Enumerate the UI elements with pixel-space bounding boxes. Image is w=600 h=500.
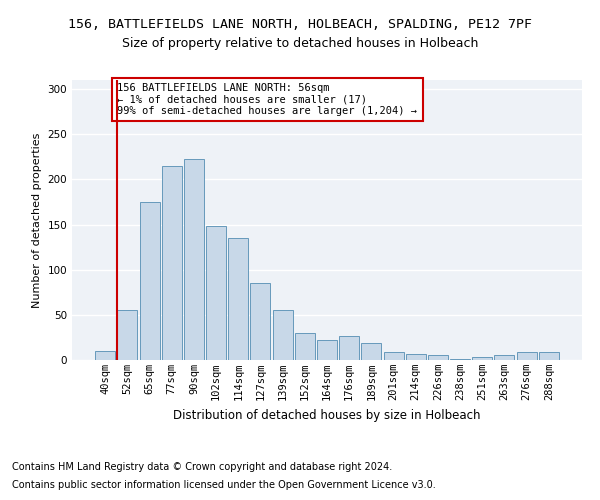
Bar <box>184 160 204 360</box>
Bar <box>272 310 293 360</box>
Bar <box>539 352 559 360</box>
Bar <box>383 352 404 360</box>
Text: Contains HM Land Registry data © Crown copyright and database right 2024.: Contains HM Land Registry data © Crown c… <box>12 462 392 472</box>
Bar <box>472 358 492 360</box>
Bar <box>228 238 248 360</box>
Bar <box>428 354 448 360</box>
Bar <box>140 202 160 360</box>
Bar <box>162 166 182 360</box>
Bar <box>317 340 337 360</box>
Bar <box>517 352 536 360</box>
Bar <box>206 226 226 360</box>
Text: 156, BATTLEFIELDS LANE NORTH, HOLBEACH, SPALDING, PE12 7PF: 156, BATTLEFIELDS LANE NORTH, HOLBEACH, … <box>68 18 532 30</box>
Bar <box>95 351 115 360</box>
Bar <box>295 333 315 360</box>
Text: Size of property relative to detached houses in Holbeach: Size of property relative to detached ho… <box>122 38 478 51</box>
Bar <box>361 343 382 360</box>
Bar <box>494 356 514 360</box>
Text: Contains public sector information licensed under the Open Government Licence v3: Contains public sector information licen… <box>12 480 436 490</box>
Text: 156 BATTLEFIELDS LANE NORTH: 56sqm
← 1% of detached houses are smaller (17)
99% : 156 BATTLEFIELDS LANE NORTH: 56sqm ← 1% … <box>118 83 418 116</box>
X-axis label: Distribution of detached houses by size in Holbeach: Distribution of detached houses by size … <box>173 408 481 422</box>
Bar <box>118 310 137 360</box>
Bar <box>339 336 359 360</box>
Bar <box>450 359 470 360</box>
Bar <box>250 283 271 360</box>
Y-axis label: Number of detached properties: Number of detached properties <box>32 132 42 308</box>
Bar <box>406 354 426 360</box>
